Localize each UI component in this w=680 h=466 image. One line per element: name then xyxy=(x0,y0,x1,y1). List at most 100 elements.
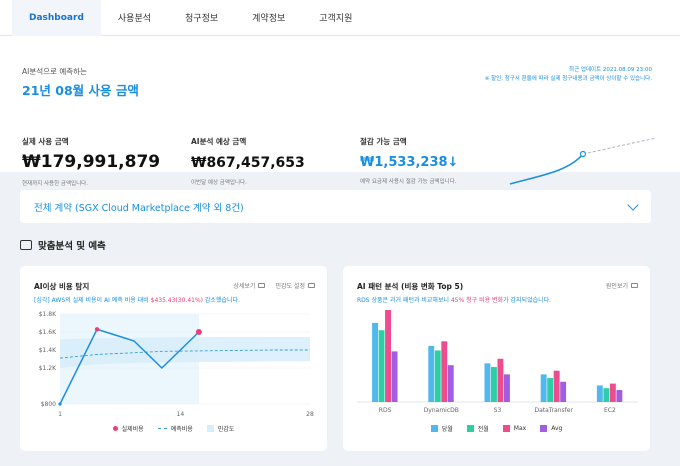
predicted-dash-icon xyxy=(157,428,167,429)
sparkline-point xyxy=(579,150,587,158)
sparkline-actual xyxy=(509,153,584,185)
legend-swatch-icon xyxy=(502,425,510,432)
x-tick-label: 28 xyxy=(306,411,314,418)
bar xyxy=(616,390,623,402)
actual-line xyxy=(59,328,200,405)
metric-savings: 절감 가능 금액 ₩1,533,238↓ 예약 요금제 사용시 절감 가능 금액… xyxy=(360,136,529,187)
bar xyxy=(428,345,435,402)
metric-note: 현재까지 사용한 금액입니다. xyxy=(22,181,88,187)
band-swatch-icon xyxy=(206,425,214,432)
cause-button[interactable]: 원인보기 xyxy=(606,281,638,290)
top-nav: Dashboard 사용분석 청구정보 계약정보 고객지원 xyxy=(0,0,680,36)
update-time: 최근 업데이트 2021.08.09 23:00 xyxy=(569,67,652,73)
tab-4[interactable]: 고객지원 xyxy=(319,14,353,24)
category-label: DynamicDB xyxy=(424,407,459,414)
legend-item: 전월 xyxy=(466,424,489,433)
bar xyxy=(434,350,441,402)
bar xyxy=(391,351,398,402)
anomaly-legend: 실제비용 예측비용 민감도 xyxy=(20,424,327,433)
usage-trend-sparkline xyxy=(509,137,657,185)
metric-value: ₩1,533,238↓ xyxy=(360,155,459,170)
section-heading: 맞춤분석 및 예측 xyxy=(20,238,106,252)
tab-2[interactable]: 청구정보 xyxy=(185,14,219,24)
bar xyxy=(609,383,616,402)
anomaly-title: AI이상 비용 탐지 xyxy=(34,282,90,291)
pattern-actions: 원인보기 xyxy=(606,281,638,290)
bar xyxy=(553,370,560,402)
metric-actual: 실제 사용 금액 ₩179,991,879 현재까지 사용한 금액입니다. xyxy=(22,136,191,187)
x-tick-label: 1 xyxy=(58,411,62,418)
sparkline-forecast xyxy=(582,137,657,155)
bar xyxy=(491,367,497,402)
sensitivity-button[interactable]: 민감도 설정 xyxy=(275,281,315,290)
metric-value: ₩179,991,879 xyxy=(22,152,161,172)
legend-label: Max xyxy=(513,425,527,432)
contract-label: 전체 계약 (SGX Cloud Marketplace 계약 외 8건) xyxy=(34,202,244,214)
legend-swatch-icon xyxy=(540,425,548,432)
anomaly-chart: $800 $1.2K $1.4K $1.6K $1.8K 1 14 28 xyxy=(39,311,314,418)
pattern-desc: RDS 상품은 과거 패턴과 비교해보니 45% 청구 비용 변화가 감지되었습… xyxy=(357,295,551,304)
summary-subtitle: AI분석으로 예측하는 xyxy=(22,67,87,76)
y-tick-label: $1.2K xyxy=(39,365,57,372)
bar xyxy=(484,363,491,402)
anomaly-actions: 상세보기 민감도 설정 xyxy=(233,281,315,290)
actual-area xyxy=(60,314,199,404)
y-tick-label: $800 xyxy=(41,401,56,408)
bar xyxy=(560,381,567,402)
legend-item: 당월 xyxy=(430,424,453,433)
bar xyxy=(378,330,385,402)
cause-icon xyxy=(631,283,638,288)
bar xyxy=(441,341,448,402)
pattern-card: AI 패턴 분석 (비용 변화 Top 5) 원인보기 RDS 상품은 과거 패… xyxy=(343,266,650,451)
desc-suffix: 감소했습니다. xyxy=(203,297,240,304)
bar xyxy=(603,388,610,402)
bar xyxy=(540,374,547,402)
category-label: S3 xyxy=(494,407,502,414)
legend-band: 민감도 xyxy=(206,424,235,433)
desc-prefix: [심각] AWS의 실제 비용이 AI 예측 비용 대비 xyxy=(34,297,151,304)
metric-label: 실제 사용 금액 xyxy=(22,137,69,146)
analysis-icon xyxy=(20,240,32,250)
category-label: RDS xyxy=(379,407,392,414)
tab-1[interactable]: 사용분석 xyxy=(117,14,152,24)
legend-label: Avg xyxy=(551,425,563,432)
actual-point xyxy=(195,329,202,335)
x-tick-label: 14 xyxy=(177,411,185,418)
metric-predicted: AI분석 예상 금액 ₩867,457,653 이번달 예상 금액입니다. xyxy=(191,136,360,187)
legend-swatch-icon xyxy=(466,425,474,432)
chevron-down-icon[interactable] xyxy=(627,198,639,211)
tab-0[interactable]: Dashboard xyxy=(12,0,101,36)
legend-item: Avg xyxy=(540,424,562,433)
pattern-legend: 당월 전월 Max Avg xyxy=(343,424,650,433)
desc-suffix: 가 감지되었습니다. xyxy=(503,297,552,304)
cause-label: 원인보기 xyxy=(605,283,628,290)
legend-label: 전월 xyxy=(477,426,489,433)
category-label: DataTransfer xyxy=(534,407,573,414)
update-note: ※ 할인, 청구서 환율에 따라 실제 청구내용과 금액이 상이할 수 있습니다… xyxy=(484,76,652,82)
legend-label: 예측비용 xyxy=(170,426,193,433)
summary-title: 21년 08월 사용 금액 xyxy=(22,83,139,98)
bar xyxy=(385,310,391,402)
pattern-chart: RDS DynamicDB S3 DataTransfer EC2 xyxy=(357,310,638,414)
metric-value: ₩867,457,653 xyxy=(191,155,305,171)
pattern-title: AI 패턴 분석 (비용 변화 Top 5) xyxy=(357,282,464,291)
legend-swatch-icon xyxy=(430,425,438,432)
bar xyxy=(447,365,454,402)
metric-note: 이번달 예상 금액입니다. xyxy=(191,180,247,186)
y-tick-label: $1.8K xyxy=(39,311,57,318)
tab-3[interactable]: 계약정보 xyxy=(252,14,286,24)
legend-predicted: 예측비용 xyxy=(157,424,193,433)
contract-selector[interactable]: 전체 계약 (SGX Cloud Marketplace 계약 외 8건) xyxy=(20,190,651,223)
metrics: 실제 사용 금액 ₩179,991,879 현재까지 사용한 금액입니다. AI… xyxy=(22,136,529,187)
detail-icon xyxy=(258,283,266,288)
usage-summary: AI분석으로 예측하는 21년 08월 사용 금액 최근 업데이트 2021.0… xyxy=(0,36,680,187)
update-info: 최근 업데이트 2021.08.09 23:00 ※ 할인, 청구서 환율에 따… xyxy=(485,66,652,84)
bar xyxy=(372,322,378,402)
legend-label: 민감도 xyxy=(217,426,235,433)
desc-highlight: 45% 청구 비용 변화 xyxy=(450,297,504,304)
y-tick-label: $1.6K xyxy=(39,329,57,336)
bar xyxy=(547,378,554,402)
desc-amount: $435.43(30.41%) xyxy=(150,297,203,304)
category-label: EC2 xyxy=(604,407,616,414)
detail-button[interactable]: 상세보기 xyxy=(233,281,266,290)
